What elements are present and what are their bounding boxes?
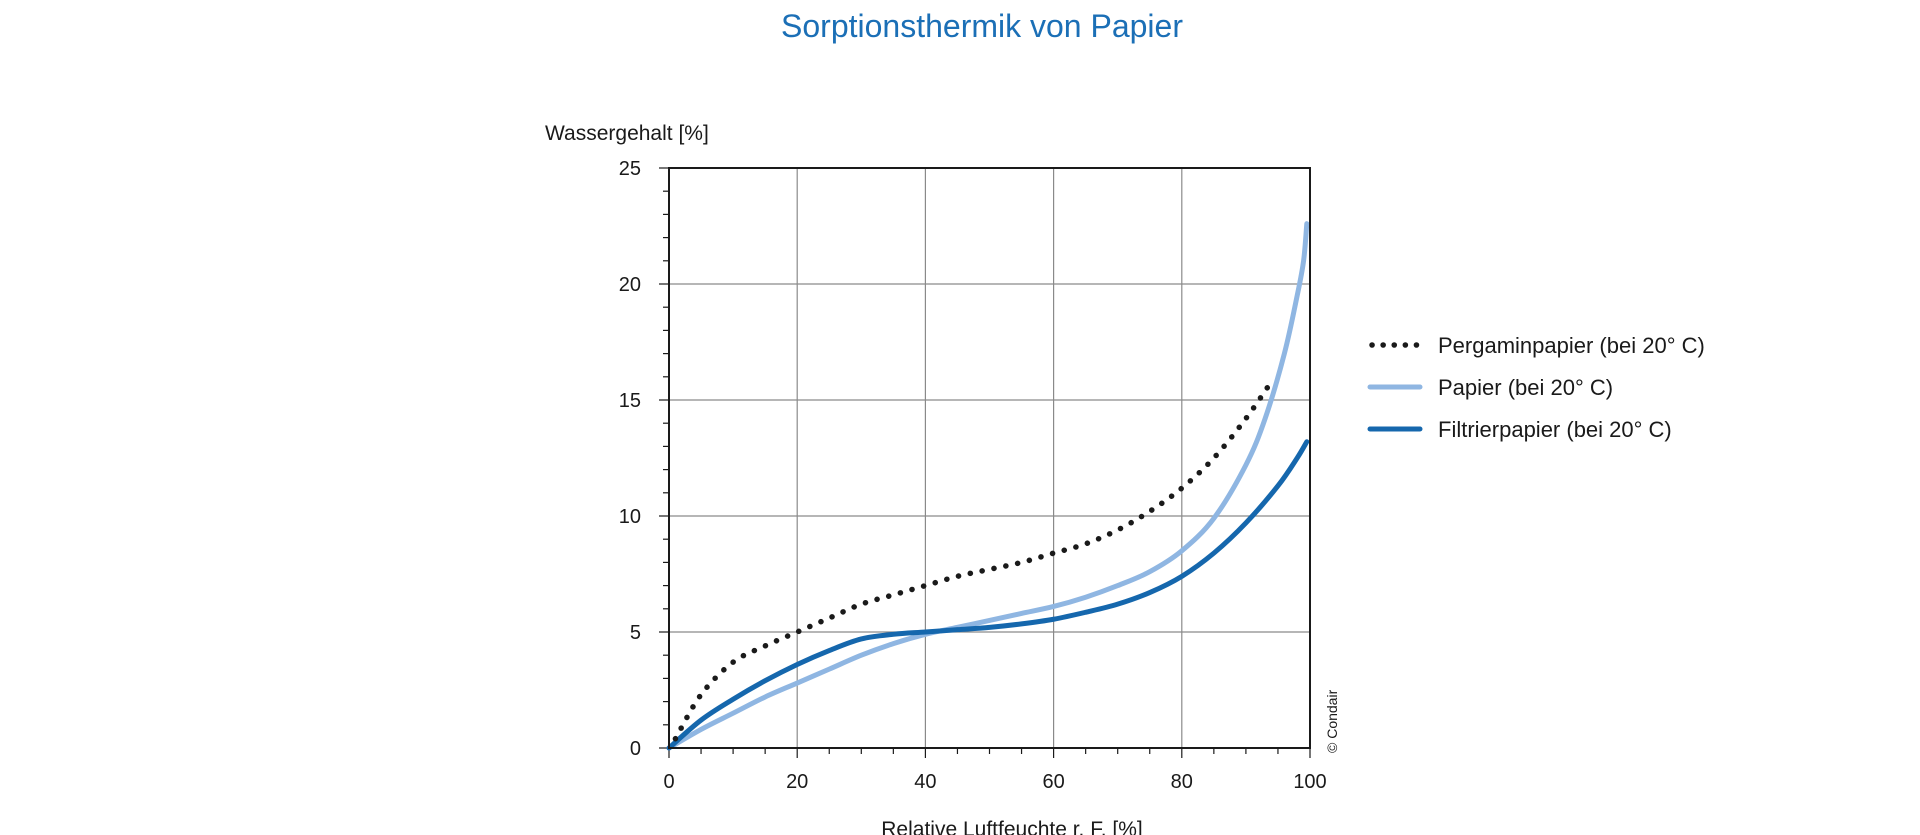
series-lines bbox=[666, 221, 1310, 751]
plot-frame bbox=[668, 167, 1311, 749]
y-tick-label: 15 bbox=[619, 390, 641, 412]
y-tick-label: 10 bbox=[619, 506, 641, 528]
legend-label-filtrierpapier: Filtrierpapier (bei 20° C) bbox=[1438, 417, 1672, 442]
x-tick-label: 0 bbox=[663, 771, 674, 793]
y-tick-label: 25 bbox=[619, 158, 641, 180]
y-axis-label: Wassergehalt [%] bbox=[545, 122, 709, 145]
x-tick-label: 20 bbox=[786, 771, 808, 793]
series-line-filtrierpapier bbox=[666, 439, 1310, 751]
legend-label-pergaminpapier: Pergaminpapier (bei 20° C) bbox=[1438, 333, 1705, 358]
series-line-pergaminpapier bbox=[672, 378, 1275, 742]
x-tick-label: 40 bbox=[914, 771, 936, 793]
credit-label: © Condair bbox=[1324, 689, 1340, 753]
chart-title: Sorptionsthermik von Papier bbox=[781, 8, 1183, 44]
legend: Pergaminpapier (bei 20° C) Papier (bei 20… bbox=[1367, 333, 1705, 442]
y-tick-label: 20 bbox=[619, 274, 641, 296]
legend-label-papier: Papier (bei 20° C) bbox=[1438, 375, 1613, 400]
axis-ticks: 0 20 40 60 80 100 0 5 10 15 20 25 bbox=[619, 158, 1327, 793]
x-tick-label: 100 bbox=[1293, 771, 1326, 793]
grid bbox=[669, 168, 1310, 748]
x-tick-label: 80 bbox=[1171, 771, 1193, 793]
y-tick-label: 5 bbox=[630, 622, 641, 644]
series-line-papier bbox=[666, 221, 1310, 751]
x-axis-label: Relative Luftfeuchte r. F. [%] bbox=[881, 818, 1142, 835]
y-tick-label: 0 bbox=[630, 738, 641, 760]
x-tick-label: 60 bbox=[1042, 771, 1064, 793]
